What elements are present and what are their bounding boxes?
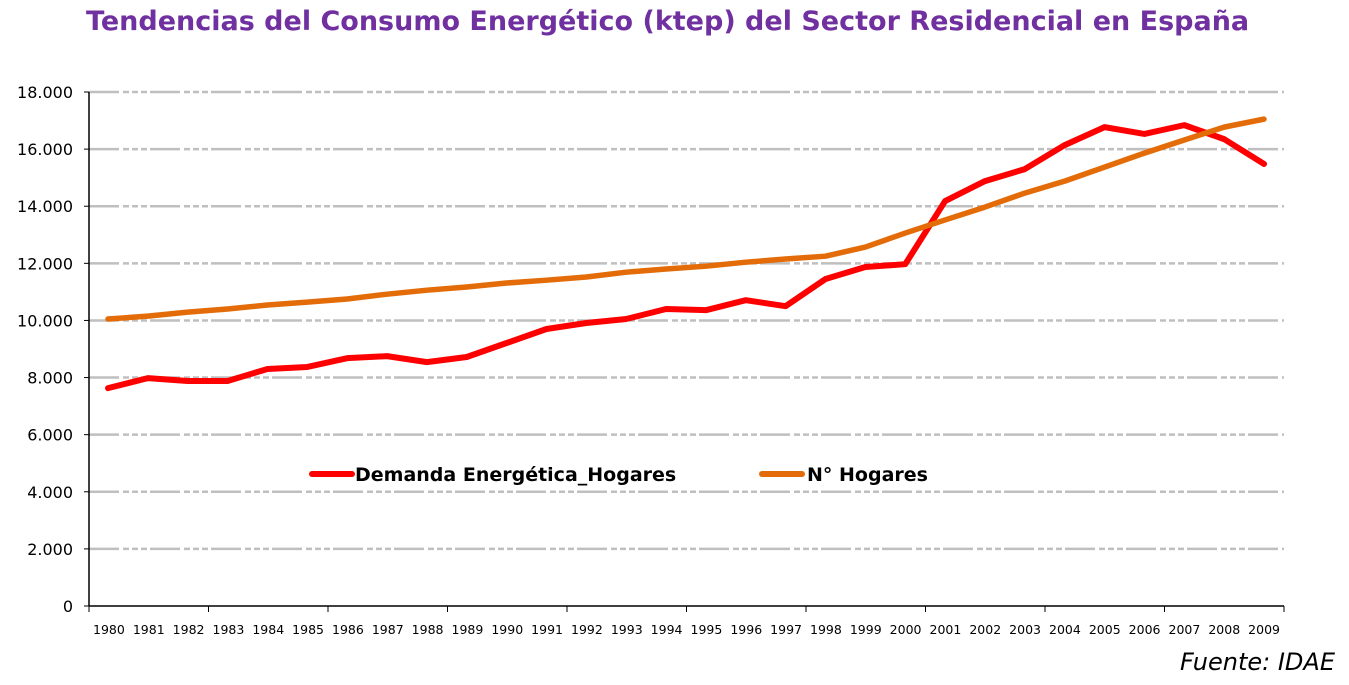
x-tick-label: 1981 <box>133 622 165 637</box>
x-tick-label: 1982 <box>173 622 205 637</box>
x-tick-label: 2009 <box>1248 622 1280 637</box>
y-tick-label: 14.000 <box>17 197 73 216</box>
x-tick-label: 1984 <box>252 622 284 637</box>
chart-title: Tendencias del Consumo Energético (ktep)… <box>86 6 1250 37</box>
x-tick-label: 1995 <box>691 622 723 637</box>
y-tick-label: 8.000 <box>27 369 73 388</box>
y-tick-label: 4.000 <box>27 483 73 502</box>
y-tick-label: 18.000 <box>17 83 73 102</box>
x-tick-label: 2000 <box>890 622 922 637</box>
x-tick-label: 1983 <box>213 622 245 637</box>
x-tick-label: 1990 <box>491 622 523 637</box>
x-tick-label: 2002 <box>969 622 1001 637</box>
y-tick-label: 2.000 <box>27 540 73 559</box>
y-tick-label: 0 <box>63 597 73 616</box>
x-tick-label: 2007 <box>1169 622 1201 637</box>
source-note: Fuente: IDAE <box>1179 648 1335 676</box>
x-tick-label: 1996 <box>730 622 762 637</box>
x-tick-label: 1989 <box>452 622 484 637</box>
y-tick-label: 10.000 <box>17 311 73 330</box>
x-tick-label: 1980 <box>93 622 125 637</box>
x-tick-label: 2003 <box>1009 622 1041 637</box>
x-tick-label: 2008 <box>1208 622 1240 637</box>
y-tick-label: 12.000 <box>17 254 73 273</box>
x-tick-label: 1997 <box>770 622 802 637</box>
x-tick-label: 1992 <box>571 622 603 637</box>
legend-label: Demanda Energética_Hogares <box>355 464 676 486</box>
x-tick-label: 2005 <box>1089 622 1121 637</box>
x-tick-label: 1985 <box>292 622 324 637</box>
x-tick-label: 1991 <box>531 622 563 637</box>
x-tick-label: 1993 <box>611 622 643 637</box>
x-tick-label: 2001 <box>930 622 962 637</box>
x-tick-label: 2006 <box>1129 622 1161 637</box>
x-tick-label: 1988 <box>412 622 444 637</box>
x-tick-label: 1999 <box>850 622 882 637</box>
series-line-0 <box>105 122 1267 392</box>
x-tick-label: 1998 <box>810 622 842 637</box>
legend-label: N° Hogares <box>807 464 928 486</box>
series-line-1 <box>105 116 1267 322</box>
x-tick-label: 2004 <box>1049 622 1081 637</box>
x-tick-label: 1994 <box>651 622 683 637</box>
x-tick-label: 1987 <box>372 622 404 637</box>
x-tick-label: 1986 <box>332 622 364 637</box>
y-tick-label: 16.000 <box>17 140 73 159</box>
y-tick-label: 6.000 <box>27 426 73 445</box>
